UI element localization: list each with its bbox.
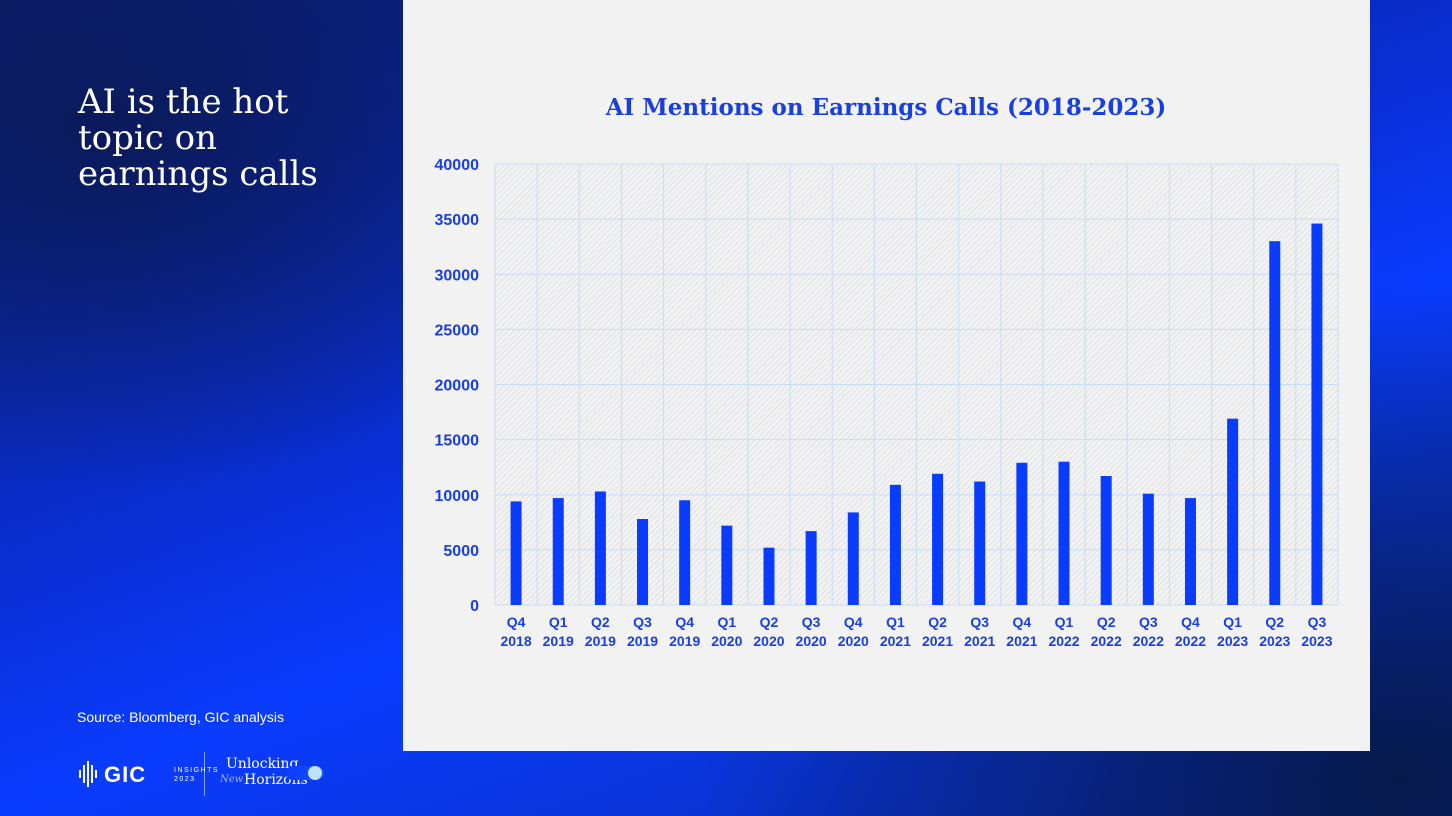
y-tick-label: 15000 [435,433,480,450]
x-tick-quarter-label: Q2 [760,614,779,630]
x-tick-year-label: 2021 [1006,633,1037,649]
bar [637,519,649,605]
x-tick-year-label: 2021 [922,633,953,649]
x-tick-year-label: 2019 [585,633,616,649]
x-tick-quarter-label: Q3 [1308,614,1327,630]
bar [1058,461,1070,605]
toggle-knob-icon [308,766,322,780]
x-tick-year-label: 2020 [796,633,827,649]
x-tick-quarter-label: Q2 [1097,614,1116,630]
x-tick-quarter-label: Q2 [1265,614,1284,630]
y-tick-label: 30000 [435,267,480,284]
x-tick-quarter-label: Q2 [591,614,610,630]
bar [594,491,606,605]
x-tick-year-label: 2022 [1133,633,1164,649]
bar [763,547,775,605]
x-tick-quarter-label: Q3 [633,614,652,630]
bar [889,484,901,605]
x-tick-year-label: 2023 [1301,633,1332,649]
source-note: Source: Bloomberg, GIC analysis [77,709,284,725]
x-tick-quarter-label: Q1 [717,614,736,630]
bar [847,512,859,605]
x-tick-year-label: 2022 [1091,633,1122,649]
bar [510,501,522,605]
x-tick-quarter-label: Q3 [1139,614,1158,630]
x-tick-year-label: 2020 [838,633,869,649]
logo-divider [204,752,205,796]
y-tick-label: 25000 [435,322,480,339]
bar [1100,476,1112,605]
tagline-unlocking: Unlocking [226,756,299,772]
y-tick-label: 35000 [435,212,480,229]
tagline-new: New [220,774,244,785]
bar [1016,462,1028,605]
bar [1142,493,1154,605]
x-tick-year-label: 2020 [711,633,742,649]
x-tick-year-label: 2020 [753,633,784,649]
bar [1184,498,1196,605]
bar [1311,223,1323,605]
x-tick-quarter-label: Q4 [1181,614,1200,630]
x-tick-quarter-label: Q1 [1055,614,1074,630]
bar [1269,241,1281,606]
x-tick-quarter-label: Q4 [1013,614,1032,630]
x-tick-year-label: 2019 [627,633,658,649]
bar [805,531,817,605]
x-tick-quarter-label: Q4 [507,614,526,630]
bar [552,498,564,605]
x-tick-year-label: 2022 [1048,633,1079,649]
x-tick-quarter-label: Q2 [928,614,947,630]
y-tick-label: 20000 [435,378,480,395]
x-tick-year-label: 2021 [964,633,995,649]
bar [679,500,691,605]
x-tick-quarter-label: Q1 [886,614,905,630]
x-tick-year-label: 2022 [1175,633,1206,649]
y-tick-label: 40000 [435,157,480,174]
bar [932,473,944,605]
gic-logo-icon [79,761,97,787]
x-tick-quarter-label: Q1 [549,614,568,630]
x-tick-year-label: 2018 [500,633,531,649]
x-tick-year-label: 2019 [669,633,700,649]
gic-logo-subtitle: INSIGHTS 2023 [174,766,219,784]
x-tick-quarter-label: Q3 [802,614,821,630]
brand-logo: GIC INSIGHTS 2023 Unlocking New Horizons [78,752,338,796]
y-tick-label: 10000 [435,488,480,505]
gic-logo-text: GIC [104,762,147,787]
x-tick-quarter-label: Q4 [675,614,694,630]
bar-chart: AI Mentions on Earnings Calls (2018-2023… [435,94,1339,649]
x-tick-quarter-label: Q3 [970,614,989,630]
x-tick-year-label: 2019 [543,633,574,649]
bar [721,525,733,605]
chart-title: AI Mentions on Earnings Calls (2018-2023… [605,94,1167,121]
x-tick-quarter-label: Q1 [1223,614,1242,630]
slide-title: AI is the hot topic on earnings calls [78,82,318,194]
chart-panel: AI Mentions on Earnings Calls (2018-2023… [403,0,1370,751]
x-tick-year-label: 2023 [1217,633,1248,649]
y-tick-label: 0 [470,598,479,615]
gic-year-label: 2023 [174,776,196,783]
x-tick-quarter-label: Q4 [844,614,863,630]
x-tick-year-label: 2021 [880,633,911,649]
gic-insights-label: INSIGHTS [174,767,220,774]
x-tick-year-label: 2023 [1259,633,1290,649]
bar [1227,418,1239,605]
y-tick-label: 5000 [443,543,479,560]
bar [974,481,986,605]
